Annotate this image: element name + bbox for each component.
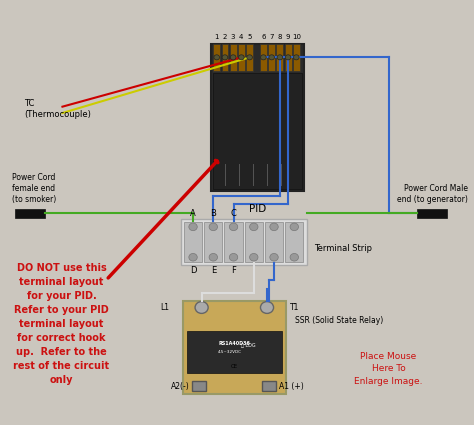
FancyBboxPatch shape (204, 222, 222, 262)
Text: SSR (Solid State Relay): SSR (Solid State Relay) (295, 316, 383, 325)
FancyBboxPatch shape (265, 222, 283, 262)
FancyBboxPatch shape (293, 44, 300, 71)
FancyBboxPatch shape (238, 44, 245, 71)
Circle shape (209, 223, 218, 231)
Text: CE: CE (231, 364, 238, 369)
Text: 2: 2 (223, 34, 227, 40)
Text: E: E (210, 266, 216, 275)
Circle shape (269, 55, 274, 60)
Circle shape (209, 253, 218, 261)
Text: T1: T1 (291, 303, 300, 312)
Circle shape (277, 55, 283, 60)
Circle shape (214, 55, 219, 60)
FancyBboxPatch shape (192, 381, 206, 391)
Text: TC
(Thermocouple): TC (Thermocouple) (24, 99, 91, 119)
Text: 8: 8 (278, 34, 282, 40)
Circle shape (290, 223, 299, 231)
Circle shape (290, 253, 299, 261)
Circle shape (229, 253, 238, 261)
FancyBboxPatch shape (181, 219, 307, 265)
Text: 1: 1 (214, 34, 219, 40)
Circle shape (229, 223, 238, 231)
Circle shape (189, 253, 197, 261)
Circle shape (261, 55, 266, 60)
Circle shape (270, 253, 278, 261)
Circle shape (293, 55, 299, 60)
Text: 9: 9 (286, 34, 291, 40)
FancyBboxPatch shape (211, 44, 304, 191)
Text: 4.5~32VDC: 4.5~32VDC (218, 350, 242, 354)
FancyBboxPatch shape (183, 301, 286, 394)
Circle shape (195, 302, 208, 313)
FancyBboxPatch shape (187, 331, 282, 373)
Circle shape (261, 302, 273, 313)
FancyBboxPatch shape (15, 209, 45, 218)
Text: D: D (190, 266, 196, 275)
Text: Power Cord
female end
(to smoker): Power Cord female end (to smoker) (12, 173, 56, 204)
Circle shape (247, 55, 252, 60)
Text: 7: 7 (269, 34, 274, 40)
FancyBboxPatch shape (246, 44, 253, 71)
Text: PID: PID (249, 204, 266, 214)
FancyBboxPatch shape (260, 44, 267, 71)
Circle shape (238, 55, 244, 60)
Circle shape (230, 55, 236, 60)
Text: 4: 4 (239, 34, 244, 40)
FancyBboxPatch shape (213, 44, 220, 71)
Text: C: C (231, 210, 237, 218)
Text: B: B (210, 210, 216, 218)
Text: Ⓛ LDG: Ⓛ LDG (241, 343, 255, 348)
FancyBboxPatch shape (184, 222, 202, 262)
Text: Power Cord Male
end (to generator): Power Cord Male end (to generator) (397, 184, 468, 204)
Circle shape (250, 253, 258, 261)
Text: Terminal Strip: Terminal Strip (314, 244, 372, 253)
FancyBboxPatch shape (417, 209, 447, 218)
Circle shape (270, 223, 278, 231)
Circle shape (250, 223, 258, 231)
FancyBboxPatch shape (285, 222, 303, 262)
Text: 3: 3 (231, 34, 236, 40)
FancyBboxPatch shape (245, 222, 263, 262)
FancyBboxPatch shape (285, 44, 292, 71)
FancyBboxPatch shape (221, 44, 228, 71)
Circle shape (285, 55, 291, 60)
Text: A1 (+): A1 (+) (279, 382, 303, 391)
FancyBboxPatch shape (213, 73, 302, 189)
Circle shape (189, 223, 197, 231)
Text: A: A (190, 210, 196, 218)
Text: DO NOT use this
terminal layout
for your PID.
Refer to your PID
terminal layout
: DO NOT use this terminal layout for your… (13, 263, 109, 385)
Text: Place Mouse
Here To
Enlarge Image.: Place Mouse Here To Enlarge Image. (354, 352, 423, 386)
Text: 6: 6 (261, 34, 265, 40)
Text: 5: 5 (247, 34, 252, 40)
Circle shape (222, 55, 228, 60)
FancyBboxPatch shape (268, 44, 275, 71)
Text: L1: L1 (160, 303, 169, 312)
Text: RS1A40D36: RS1A40D36 (219, 341, 250, 346)
Text: F: F (231, 266, 236, 275)
FancyBboxPatch shape (230, 44, 237, 71)
FancyBboxPatch shape (224, 222, 243, 262)
FancyBboxPatch shape (276, 44, 283, 71)
Text: A2(-): A2(-) (171, 382, 190, 391)
FancyBboxPatch shape (262, 381, 276, 391)
Text: 10: 10 (292, 34, 301, 40)
